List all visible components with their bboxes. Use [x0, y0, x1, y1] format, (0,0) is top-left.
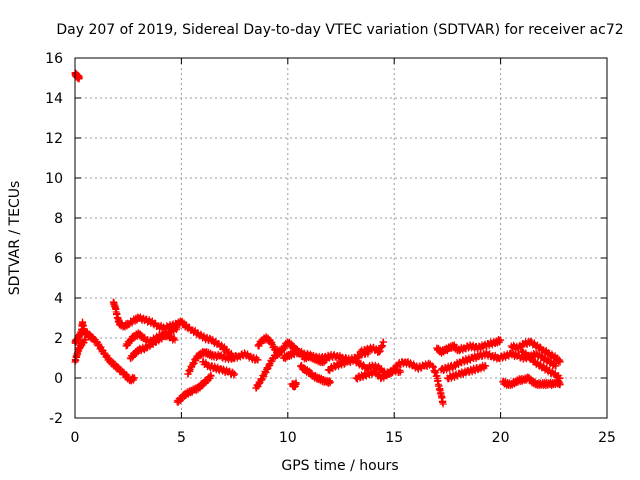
- data-point: [439, 400, 447, 408]
- data-point: [131, 374, 139, 382]
- data-point: [231, 370, 239, 378]
- y-tick-label: 12: [45, 131, 63, 147]
- data-point: [556, 380, 564, 388]
- y-tick-label: 10: [45, 171, 63, 187]
- x-tick-label: 0: [71, 430, 80, 446]
- data-point: [82, 336, 90, 344]
- y-tick-label: 4: [54, 291, 63, 307]
- tick-labels: 0 5 10 15 20 25 -2 0 2 4 6 8 10 12 14 16: [45, 51, 616, 446]
- data-point: [556, 374, 564, 382]
- y-tick-label: 6: [54, 251, 63, 267]
- y-tick-label: -2: [49, 411, 63, 427]
- data-point: [380, 338, 388, 346]
- x-tick-label: 10: [279, 430, 297, 446]
- grid: [75, 58, 607, 418]
- data-point: [169, 335, 177, 343]
- y-tick-label: 16: [45, 51, 63, 67]
- y-tick-label: 8: [54, 211, 63, 227]
- data-point: [397, 368, 405, 376]
- data-point: [527, 354, 535, 362]
- data-point: [552, 362, 560, 370]
- chart-title: Day 207 of 2019, Sidereal Day-to-day VTE…: [56, 22, 623, 38]
- data-point: [173, 324, 181, 332]
- plot-frame: [74, 57, 608, 419]
- data-point: [497, 336, 505, 344]
- x-tick-label: 25: [598, 430, 616, 446]
- data-point: [172, 326, 180, 334]
- data-points: [71, 69, 564, 408]
- x-tick-label: 20: [492, 430, 510, 446]
- data-point: [75, 74, 83, 82]
- data-point: [207, 372, 215, 380]
- data-point: [292, 380, 300, 388]
- y-tick-label: 14: [45, 91, 63, 107]
- data-point: [254, 356, 262, 364]
- x-tick-label: 5: [177, 430, 186, 446]
- y-axis-title: SDTVAR / TECUs: [7, 181, 23, 296]
- data-point: [556, 358, 564, 366]
- data-point: [230, 371, 238, 379]
- data-point: [326, 378, 334, 386]
- x-tick-label: 15: [385, 430, 403, 446]
- y-tick-label: 2: [54, 331, 63, 347]
- data-point: [396, 366, 404, 374]
- y-tick-label: 0: [54, 371, 63, 387]
- data-point: [171, 336, 179, 344]
- x-axis-title: GPS time / hours: [281, 458, 398, 474]
- data-point: [482, 362, 490, 370]
